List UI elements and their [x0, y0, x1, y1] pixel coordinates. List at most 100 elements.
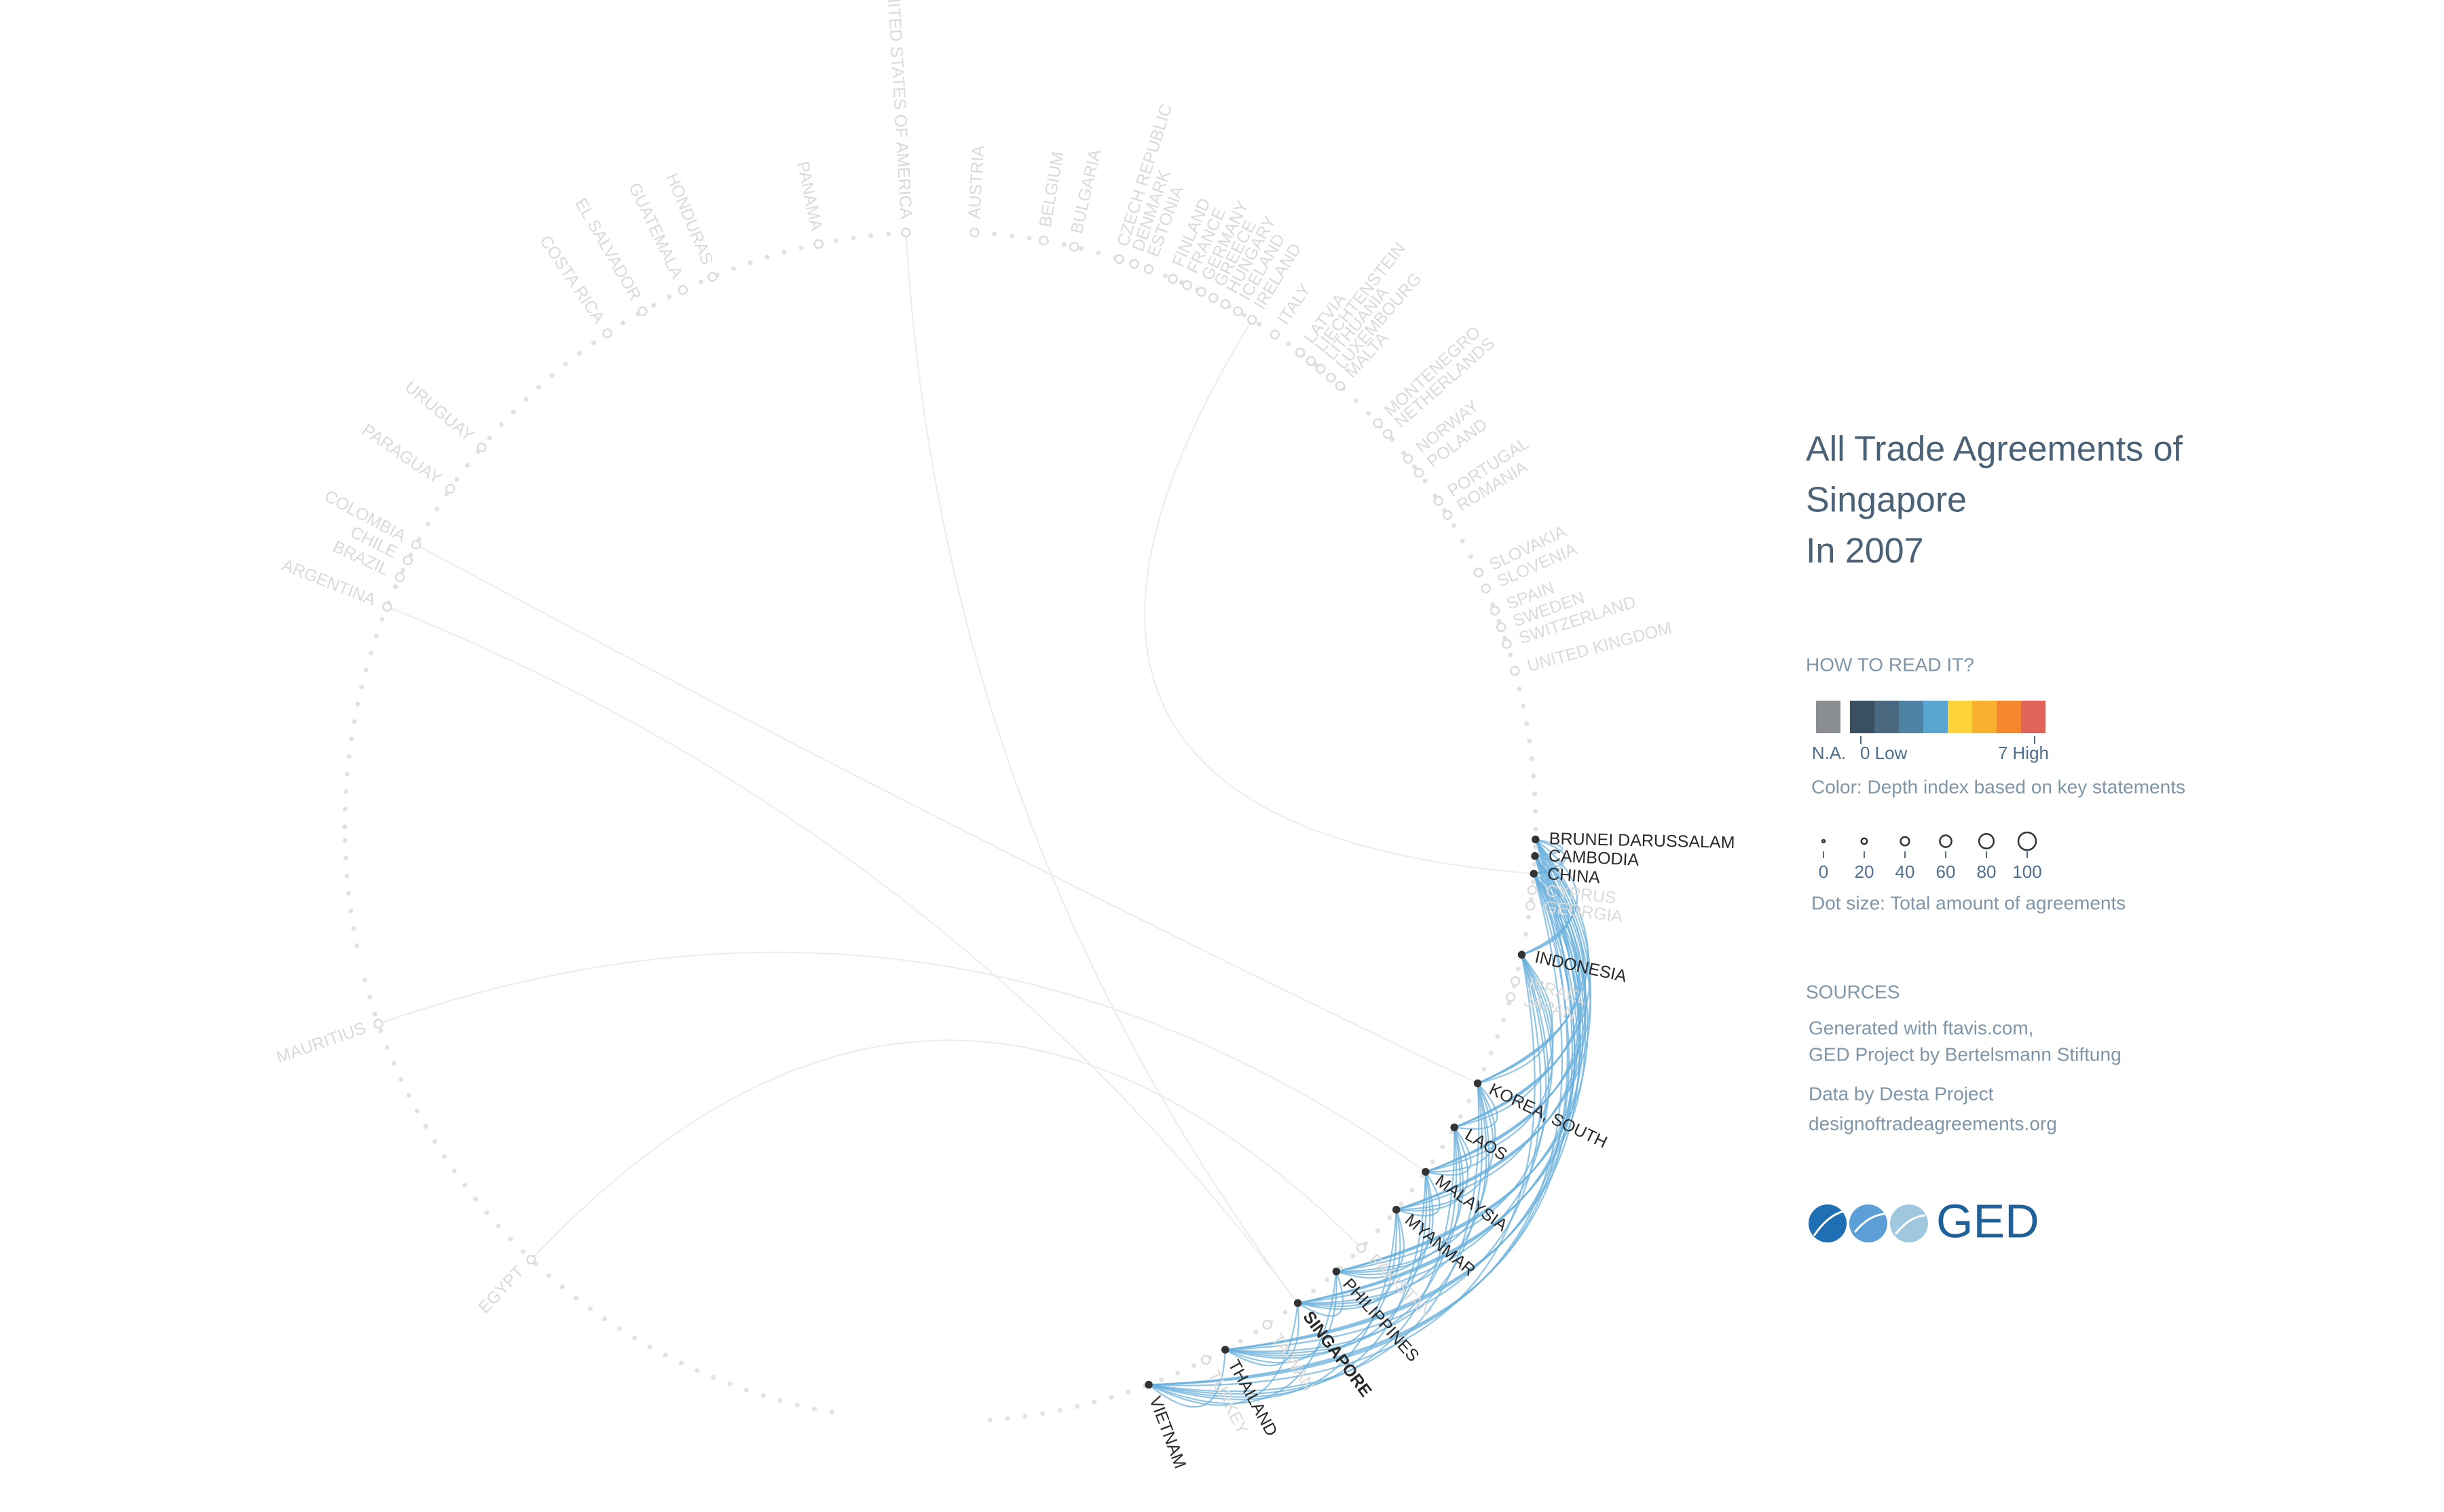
- ring-dot: [1242, 312, 1247, 318]
- link: [1148, 1271, 1337, 1405]
- country-label: AUSTRIA: [965, 145, 988, 219]
- link: [1396, 1171, 1441, 1217]
- country-dot: [1473, 567, 1484, 578]
- ring-dot: [442, 1154, 447, 1159]
- country-dot: [1201, 1354, 1211, 1365]
- na-label: N.A.: [1812, 743, 1847, 763]
- link: [1454, 1082, 1498, 1130]
- ring-dot: [1350, 1253, 1356, 1259]
- ring-dot: [1311, 1289, 1316, 1293]
- ring-dot: [423, 1124, 428, 1129]
- link: [1148, 1209, 1397, 1401]
- link: [1336, 954, 1550, 1272]
- color-caption: Color: Depth index based on key statemen…: [1811, 776, 2185, 797]
- ring-dot: [727, 1381, 733, 1386]
- country-dot: [1510, 665, 1520, 676]
- ring-dot: [1495, 1034, 1500, 1039]
- ring-dot: [574, 1295, 579, 1301]
- country-dot: [1145, 1380, 1153, 1389]
- ring-dot: [1523, 932, 1529, 937]
- ring-dot: [1109, 1395, 1114, 1400]
- link: [1521, 872, 1570, 956]
- country-dot: [1433, 496, 1444, 506]
- ring-dot: [348, 908, 354, 914]
- size-legend: 0 20 40 60 80 100: [1819, 831, 2042, 882]
- link: [1225, 955, 1542, 1351]
- ring-dot: [1532, 862, 1537, 867]
- ring-dot: [373, 633, 379, 639]
- faded-link: [386, 606, 1299, 1304]
- title-line: All Trade Agreements of: [1806, 430, 2183, 469]
- faded-link: [415, 544, 1479, 1084]
- ring-dot: [798, 245, 804, 251]
- country-dot: [1442, 510, 1453, 520]
- link: [1225, 873, 1570, 1351]
- country-dot: [1373, 418, 1383, 428]
- country-dot: [373, 1018, 384, 1029]
- ring-dot: [731, 266, 737, 271]
- ring-dot: [346, 754, 352, 759]
- ring-dot: [1057, 1407, 1062, 1413]
- country-label: PARAGUAY: [358, 420, 445, 488]
- ring-dot: [1468, 554, 1473, 559]
- size-label: 40: [1895, 862, 1915, 882]
- section-heading: SOURCES: [1806, 981, 1900, 1002]
- country-dot: [1143, 264, 1154, 274]
- ring-dot: [1451, 523, 1456, 528]
- ring-dot: [355, 701, 360, 707]
- ring-dot: [1238, 1338, 1243, 1344]
- ring-dot: [1521, 703, 1526, 709]
- swatch: [1972, 701, 1997, 733]
- country-label: BULGARIA: [1067, 147, 1105, 236]
- swatch: [1899, 701, 1923, 733]
- ring-dot: [379, 616, 385, 622]
- ring-dot: [1191, 1363, 1196, 1368]
- logo-globe: [1809, 1204, 1847, 1242]
- ring-dot: [487, 435, 492, 441]
- ring-dot: [695, 1368, 700, 1373]
- link: [1297, 1127, 1461, 1305]
- ring-dot: [647, 1344, 652, 1350]
- size-label: 0: [1819, 862, 1828, 882]
- swatch: [1997, 701, 2021, 733]
- link: [1225, 1209, 1398, 1359]
- ring-dot: [498, 422, 504, 427]
- country-dot: [1531, 852, 1539, 860]
- country-dot: [1392, 1205, 1401, 1214]
- size-dot: [1978, 832, 1995, 850]
- side-panel: All Trade Agreements of Singapore In 200…: [1806, 430, 2185, 1248]
- country-dot: [477, 442, 487, 453]
- link: [1297, 873, 1576, 1304]
- ring-dot: [344, 873, 350, 879]
- link: [1225, 1083, 1483, 1352]
- ring-dot: [464, 462, 470, 468]
- source-line: GED Project by Bertelsmann Stiftung: [1809, 1044, 2122, 1065]
- size-dot: [1939, 834, 1952, 848]
- country-label: UNITED STATES OF AMERICA: [883, 0, 915, 220]
- country-dot: [1510, 976, 1521, 987]
- country-dot: [1450, 1123, 1458, 1132]
- link: [1425, 1083, 1496, 1173]
- ring-dot: [344, 789, 348, 794]
- size-dot: [2017, 831, 2037, 851]
- logo-swoosh: [1813, 1210, 1926, 1236]
- country-dot: [1332, 1268, 1341, 1276]
- ring-dot: [345, 771, 350, 777]
- country-dot: [1220, 299, 1231, 310]
- country-dot: [707, 272, 718, 282]
- ring-dot: [747, 260, 753, 265]
- ring-dot: [496, 1223, 501, 1229]
- ring-dot: [1075, 1404, 1080, 1409]
- link: [1148, 1303, 1299, 1406]
- swatch: [1874, 701, 1899, 733]
- ring-dot: [1516, 966, 1521, 972]
- country-dot: [1233, 306, 1243, 316]
- ring-dot: [1501, 1017, 1506, 1022]
- ring-dot: [1460, 538, 1465, 544]
- country-label: CAMBODIA: [1548, 846, 1640, 869]
- ring-dot: [1412, 464, 1418, 470]
- country-dot: [901, 227, 911, 238]
- country-dot: [1382, 428, 1393, 439]
- swatch: [1923, 701, 1948, 733]
